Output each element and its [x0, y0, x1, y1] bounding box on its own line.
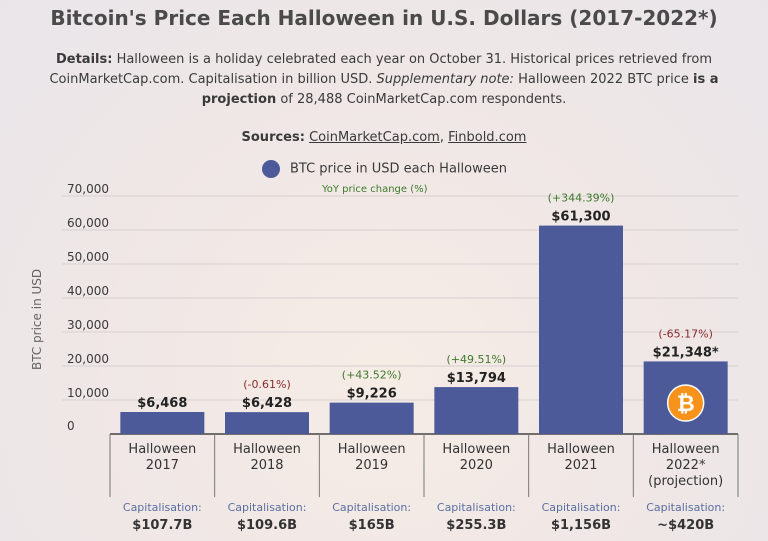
y-tick-label: 20,000 — [67, 352, 109, 366]
capitalisation-label: Capitalisation: — [228, 501, 307, 514]
capitalisation-value: $165B — [349, 518, 395, 533]
y-tick-label: 40,000 — [67, 284, 109, 298]
x-tick-label: 2022* — [666, 458, 706, 473]
data-label: $13,794 — [447, 371, 506, 386]
capitalisation-label: Capitalisation: — [437, 501, 516, 514]
x-tick-label: 2018 — [250, 458, 283, 473]
y-tick-label: 0 — [67, 419, 75, 433]
capitalisation-label: Capitalisation: — [646, 501, 725, 514]
capitalisation-value: $255.3B — [446, 518, 506, 533]
legend-series-label: BTC price in USD each Halloween — [290, 161, 507, 177]
data-label: $6,468 — [137, 396, 187, 411]
y-tick-label: 60,000 — [67, 216, 109, 230]
x-tick-label: 2017 — [146, 458, 179, 473]
source-link-coinmarketcap[interactable]: CoinMarketCap.com — [309, 130, 440, 145]
capitalisation-label: Capitalisation: — [332, 501, 411, 514]
x-tick-label: Halloween — [128, 442, 196, 457]
details-body-3: of 28,488 CoinMarketCap.com respondents. — [276, 92, 567, 107]
bar — [539, 225, 623, 434]
x-tick-label: Halloween — [652, 442, 720, 457]
bar — [329, 402, 414, 434]
data-label: $6,428 — [242, 396, 292, 411]
details-body: Halloween is a holiday celebrated each y… — [49, 52, 712, 87]
source-link-finbold[interactable]: Finbold.com — [448, 130, 527, 145]
x-tick-label: 2021 — [564, 458, 597, 473]
data-label: $21,348* — [653, 345, 719, 360]
sources-label: Sources: — [241, 130, 305, 145]
details-label: Details: — [55, 52, 113, 67]
capitalisation-label: Capitalisation: — [542, 501, 621, 514]
bitcoin-icon-glyph: ₿ — [677, 392, 695, 417]
chart-title: Bitcoin's Price Each Halloween in U.S. D… — [50, 6, 718, 30]
capitalisation-value: $107.7B — [132, 518, 192, 533]
x-tick-label: Halloween — [547, 442, 615, 457]
sources: Sources: CoinMarketCap.com, Finbold.com — [0, 130, 768, 145]
bar — [120, 412, 205, 434]
legend: BTC price in USD each Halloween — [262, 160, 507, 178]
y-tick-label: 70,000 — [67, 182, 109, 196]
yoy-change-label: (-0.61%) — [243, 378, 291, 391]
sources-separator: , — [439, 130, 449, 145]
projection-emphasis: is a projection — [201, 72, 719, 107]
y-tick-label: 50,000 — [67, 250, 109, 264]
capitalisation-value: ~$420B — [657, 518, 714, 533]
yoy-change-label: (+43.52%) — [342, 369, 402, 382]
x-tick-label: 2019 — [355, 458, 388, 473]
capitalisation-label: Capitalisation: — [123, 501, 202, 514]
data-label: $61,300 — [551, 210, 610, 225]
x-tick-label: (projection) — [648, 474, 723, 489]
supplementary-label: Supplementary note: — [376, 72, 514, 87]
details-body-2: Halloween 2022 BTC price — [513, 72, 694, 87]
x-tick-label: 2020 — [460, 458, 493, 473]
legend-yoy-label: YoY price change (%) — [322, 184, 428, 195]
capitalisation-value: $1,156B — [551, 518, 611, 533]
legend-swatch — [262, 160, 280, 178]
yoy-change-label: (+344.39%) — [548, 192, 615, 205]
yoy-change-label: (+49.51%) — [446, 353, 506, 366]
yoy-change-label: (-65.17%) — [658, 327, 713, 340]
x-tick-label: Halloween — [338, 442, 406, 457]
y-tick-label: 10,000 — [67, 386, 109, 400]
x-tick-label: Halloween — [233, 442, 301, 457]
bar — [225, 412, 309, 434]
capitalisation-value: $109.6B — [237, 518, 297, 533]
details-text: Details: Halloween is a holiday celebrat… — [40, 50, 728, 110]
bitcoin-icon — [666, 384, 705, 422]
bar — [434, 387, 519, 434]
data-label: $9,226 — [347, 387, 397, 402]
y-tick-label: 30,000 — [67, 318, 109, 332]
x-tick-label: Halloween — [442, 442, 510, 457]
